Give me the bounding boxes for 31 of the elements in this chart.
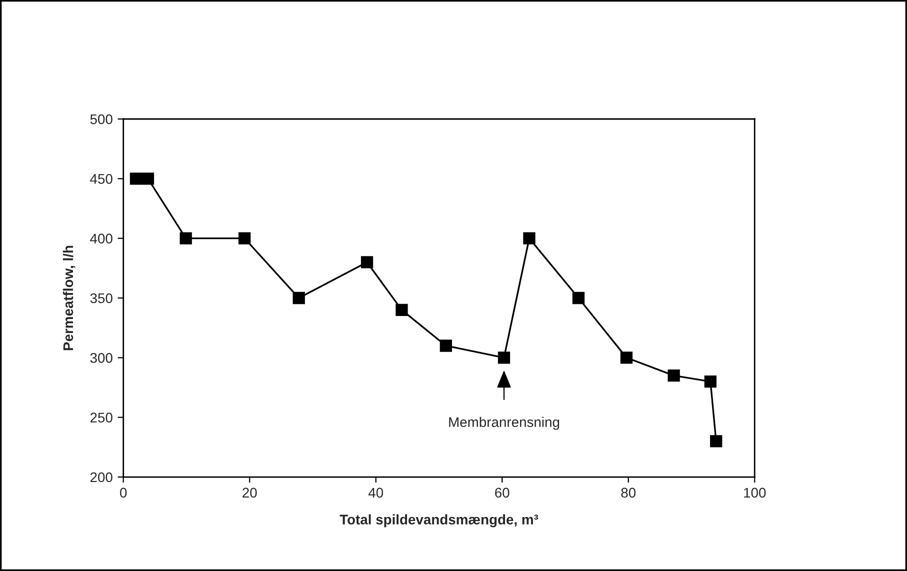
point	[668, 370, 680, 382]
y-tick-label: 200	[90, 472, 112, 482]
point	[396, 304, 408, 316]
y-tick-label: 250	[90, 412, 112, 423]
y-tick-label: 500	[90, 114, 112, 124]
point	[440, 340, 452, 352]
x-tick-label: 0	[120, 488, 127, 498]
y-tick-label: 400	[90, 234, 112, 244]
point	[292, 292, 305, 304]
annotation: Membranrensning	[449, 416, 560, 430]
point	[238, 232, 251, 244]
point	[620, 352, 633, 364]
y-tick-label: 350	[90, 293, 112, 304]
x-tick-label: 60	[495, 488, 510, 498]
point	[142, 172, 154, 185]
x-tick-label: 100	[744, 488, 766, 498]
x-tick-label: 20	[242, 488, 257, 498]
x-tick-label: 80	[621, 488, 636, 498]
point	[360, 256, 374, 268]
point	[180, 232, 192, 244]
y-axis-title: Permeatflow, l/h	[62, 246, 76, 350]
x-axis-title: Total spildevandsmængde, m³	[340, 514, 538, 528]
x-tick-label: 40	[368, 488, 384, 498]
point	[710, 435, 722, 448]
point	[704, 375, 717, 388]
y-tick-label: 450	[90, 174, 112, 184]
point	[130, 172, 142, 185]
point	[498, 352, 510, 364]
point	[523, 232, 536, 244]
y-tick-label: 300	[90, 353, 112, 363]
point	[572, 292, 585, 304]
